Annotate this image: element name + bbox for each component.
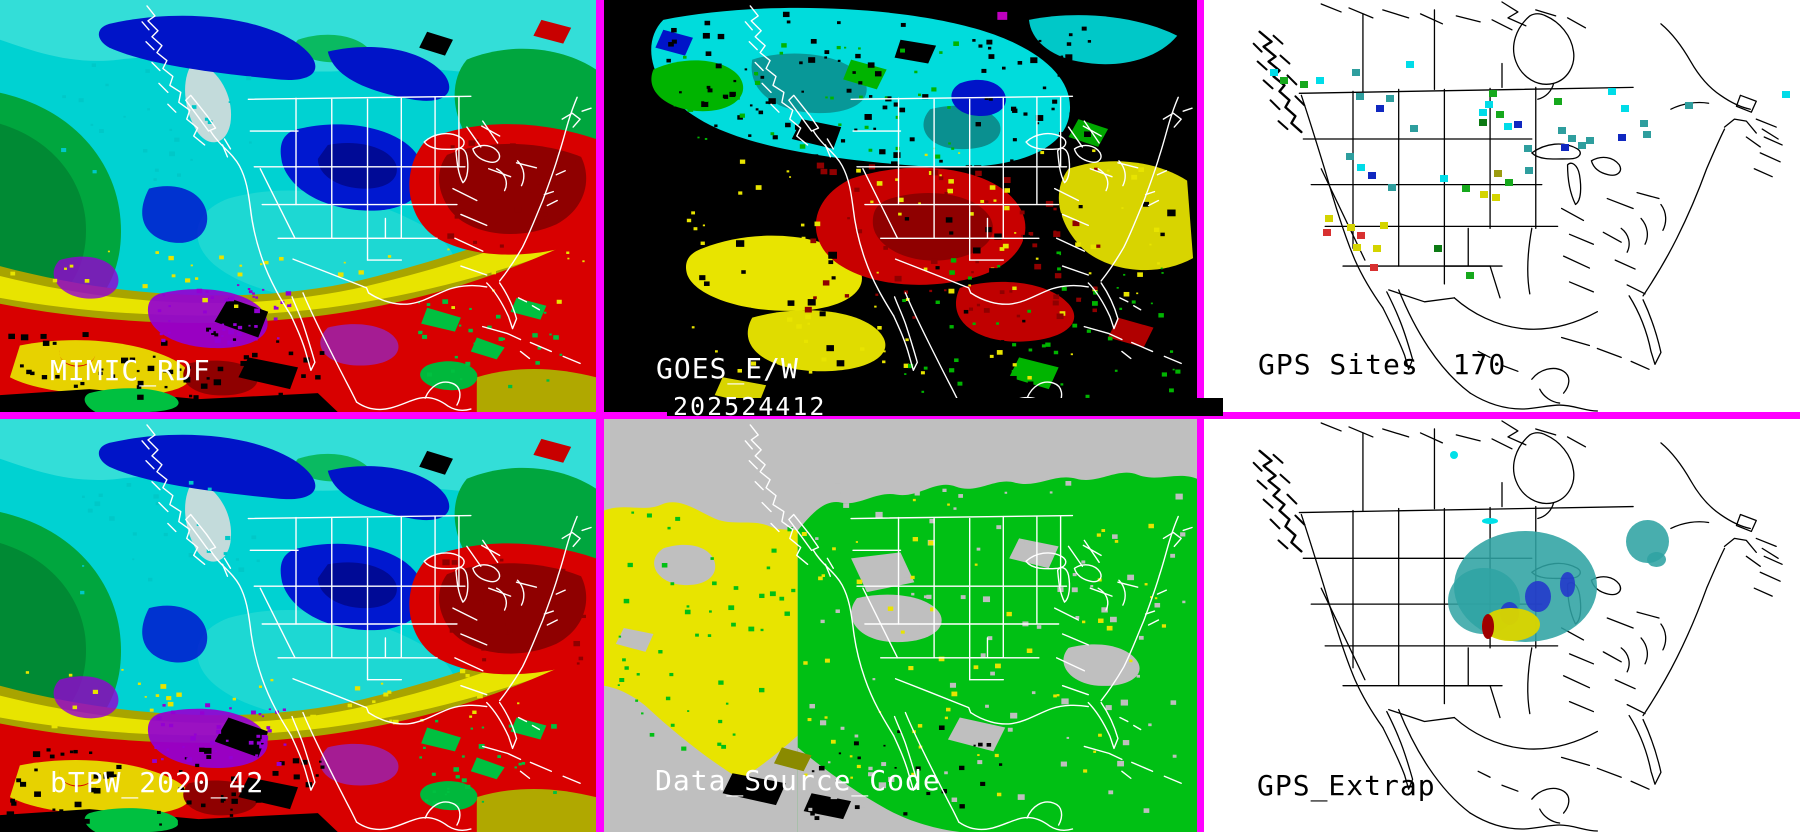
gps-extrap-blob xyxy=(1482,518,1498,524)
gps-site-dot xyxy=(1484,100,1493,108)
gps-sites-label: GPS Sites 170 xyxy=(1258,350,1506,380)
gps-site-dot xyxy=(1346,152,1355,160)
panel-gps-extrap: GPS_Extrap xyxy=(1204,419,1800,832)
gps-site-dot xyxy=(1493,170,1502,178)
gps-site-dot xyxy=(1322,228,1331,236)
data-source-code-map-image xyxy=(604,419,1197,832)
panel-goes-ew: GOES_E/W xyxy=(604,0,1197,412)
gps-site-dot xyxy=(1684,102,1693,110)
gps-site-dot xyxy=(1352,244,1361,252)
mimic-rdf-label: MIMIC_RDF xyxy=(50,354,211,387)
gps-site-dot xyxy=(1372,244,1381,252)
gps-site-dot xyxy=(1351,69,1360,77)
timestamp-text: 202524412 xyxy=(673,392,827,421)
gps-site-dot xyxy=(1489,89,1498,97)
gps-site-dot xyxy=(1781,90,1790,98)
gps-site-dot xyxy=(1480,190,1489,198)
gps-site-dot xyxy=(1379,221,1388,229)
gps-site-dot xyxy=(1465,272,1474,280)
goes-ew-label: GOES_E/W xyxy=(656,352,799,385)
gps-site-dot xyxy=(1478,109,1487,117)
panel-mimic-rdf: MIMIC_RDF xyxy=(0,0,596,412)
gps-site-dot xyxy=(1376,104,1385,112)
gps-site-dot xyxy=(1492,193,1501,201)
gps-site-dot xyxy=(1385,95,1394,103)
gps-sites-map-image xyxy=(1204,0,1800,412)
gps-site-dot xyxy=(1433,245,1442,253)
btpw-map-image xyxy=(0,419,596,832)
gps-site-dot xyxy=(1639,119,1648,127)
gps-site-dot xyxy=(1620,104,1629,112)
mimic-rdf-map-image xyxy=(0,0,596,412)
gps-extrap-blob xyxy=(1482,614,1495,640)
gps-site-dot xyxy=(1356,92,1365,100)
gps-site-dot xyxy=(1496,110,1505,118)
gps-site-dot xyxy=(1514,120,1523,128)
gps-site-dot xyxy=(1505,178,1514,186)
gps-site-dot xyxy=(1325,215,1334,223)
gps-extrap-blob xyxy=(1450,451,1459,460)
gps-site-dot xyxy=(1642,130,1651,138)
gps-site-dot xyxy=(1440,174,1449,182)
gps-site-dot xyxy=(1557,127,1566,135)
gps-site-dot xyxy=(1368,172,1377,180)
panel-btpw: bTPW_2020_42 xyxy=(0,419,596,832)
gps-extrap-blob xyxy=(1559,571,1576,597)
gps-site-dot xyxy=(1567,134,1576,142)
gps-site-dot xyxy=(1478,118,1487,126)
panel-data-source-code: Data_Source_Code xyxy=(604,419,1197,832)
gps-site-dot xyxy=(1577,142,1586,150)
gps-site-dot xyxy=(1503,122,1512,130)
gps-extrap-blob xyxy=(1647,551,1667,567)
gps-site-dot xyxy=(1554,97,1563,105)
gps-site-dot xyxy=(1462,184,1471,192)
gps-site-dot xyxy=(1607,87,1616,95)
panel-gps-sites: GPS Sites 170 xyxy=(1204,0,1800,412)
btpw-label: bTPW_2020_42 xyxy=(50,766,265,799)
timestamp-bar: 202524412 xyxy=(667,392,1223,421)
gps-site-dot xyxy=(1387,184,1396,192)
gps-site-dot xyxy=(1370,263,1379,271)
gps-site-dot xyxy=(1270,69,1279,77)
gps-site-dot xyxy=(1346,224,1355,232)
gps-extrap-blob xyxy=(1524,580,1551,613)
gps-site-dot xyxy=(1525,166,1534,174)
gps-site-dot xyxy=(1356,163,1365,171)
gps-site-dot xyxy=(1357,232,1366,240)
data-source-code-label: Data_Source_Code xyxy=(655,764,941,797)
gps-sites-count: 170 xyxy=(1452,348,1507,381)
gps-site-dot xyxy=(1585,137,1594,145)
gps-site-dot xyxy=(1405,60,1414,68)
gps-site-dot xyxy=(1409,124,1418,132)
gps-site-dot xyxy=(1300,81,1309,89)
goes-ew-map-image xyxy=(604,0,1197,412)
gps-site-dot xyxy=(1280,77,1289,85)
gps-sites-label-text: GPS Sites xyxy=(1258,348,1419,381)
gps-site-dot xyxy=(1618,133,1627,141)
gps-site-dot xyxy=(1316,77,1325,85)
gps-site-dot xyxy=(1561,143,1570,151)
gps-site-dot xyxy=(1524,145,1533,153)
gps-sites-dots xyxy=(1204,0,1800,412)
gps-extrap-label: GPS_Extrap xyxy=(1257,769,1436,802)
gps-extrap-blobs xyxy=(1204,419,1800,832)
